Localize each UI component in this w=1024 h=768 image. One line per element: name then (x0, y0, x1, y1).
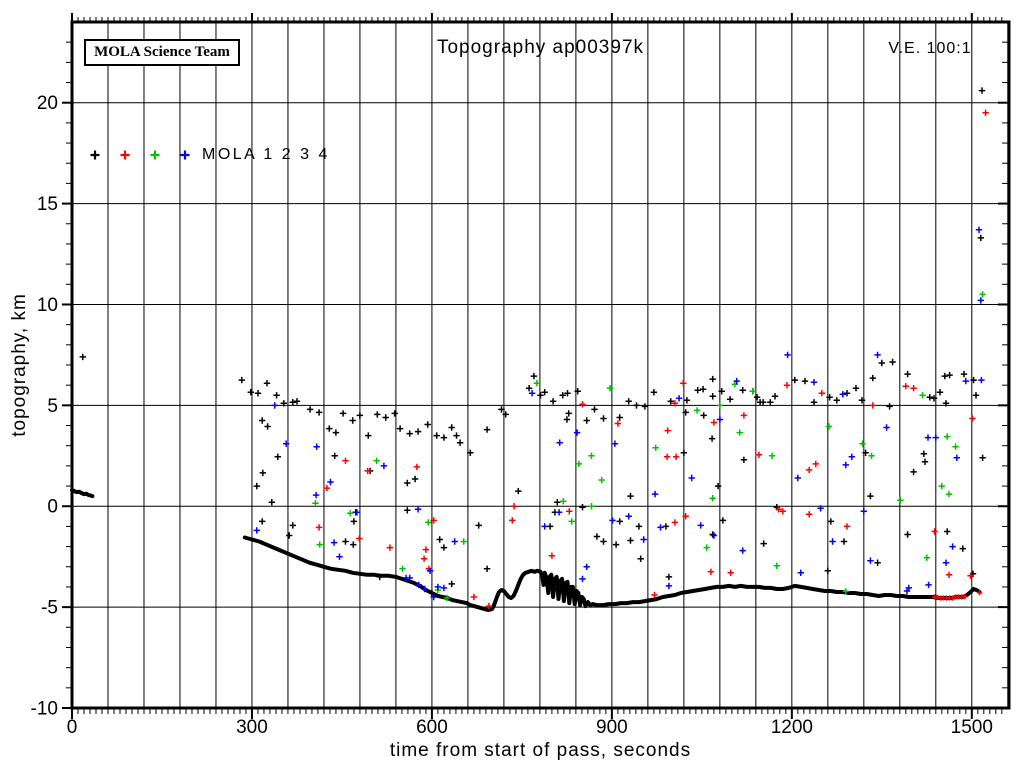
mola-science-team-box: MOLA Science Team (84, 39, 240, 66)
y-axis-label: topography, km (9, 293, 30, 437)
legend-marker-mola-4 (180, 150, 190, 160)
plot-title: Topography ap00397k (436, 37, 645, 58)
y-tick-label: 10 (37, 295, 58, 316)
topography-profile-trace (242, 535, 982, 613)
y-tick-label: 20 (37, 93, 58, 114)
legend-marker-mola-3 (150, 150, 160, 160)
y-tick-label: -10 (31, 699, 58, 720)
x-tick-label: 1500 (951, 717, 993, 738)
scatter-points-mola-2 (315, 109, 989, 610)
plot-border (70, 20, 1011, 710)
scatter-points-mola-4 (253, 226, 985, 601)
x-tick-label: 300 (236, 717, 268, 738)
y-tick-label: 5 (47, 396, 58, 417)
y-tick-label: 0 (47, 497, 58, 518)
legend-marker-mola-2 (120, 150, 130, 160)
y-tick-label: -5 (41, 598, 58, 619)
x-tick-label: 0 (67, 717, 78, 738)
legend-marker-mola-1 (90, 150, 100, 160)
y-tick-label: 15 (37, 194, 58, 215)
profile-red-overlay-points (932, 590, 983, 601)
scatter-points-mola-1 (79, 87, 986, 597)
scatter-points-mola-3 (312, 291, 986, 602)
topography-profile-trace (70, 488, 95, 499)
x-tick-label: 600 (416, 717, 448, 738)
x-axis-label: time from start of pass, seconds (389, 740, 692, 761)
x-tick-label: 1200 (771, 717, 813, 738)
legend-label: MOLA 1 2 3 4 (202, 146, 330, 163)
x-tick-label: 900 (596, 717, 628, 738)
vertical-exaggeration-label: V.E. 100:1 (888, 40, 972, 57)
